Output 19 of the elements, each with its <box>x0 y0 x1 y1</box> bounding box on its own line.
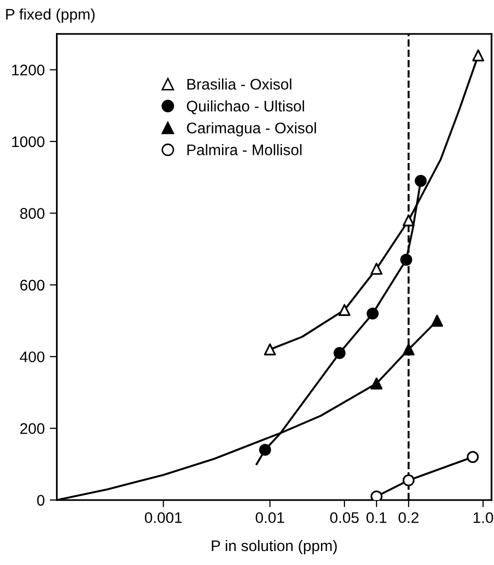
y-tick-label: 1200 <box>12 64 44 76</box>
y-tick-label: 800 <box>20 208 44 219</box>
legend-label: Carimagua - Oxisol <box>186 122 316 136</box>
x-tick-label: 1.0 <box>474 512 494 524</box>
x-tick-label: 0.05 <box>330 512 359 524</box>
y-tick-label: 1000 <box>12 136 44 148</box>
x-axis-title: P in solution (ppm) <box>212 540 337 554</box>
y-tick-label: 600 <box>20 280 44 291</box>
y-tick-label: 400 <box>20 351 44 362</box>
y-tick-label: 0 <box>37 494 44 506</box>
legend-label: Palmira - Mollisol <box>187 144 302 156</box>
y-tick-label: 200 <box>20 423 44 434</box>
x-tick-label: 0.1 <box>366 512 386 524</box>
x-tick-label: 0.01 <box>256 512 284 524</box>
x-tick-label: 0.001 <box>144 512 182 524</box>
x-tick-label: 0.2 <box>398 512 418 524</box>
legend-label: Quilichao - Ultisol <box>186 100 304 114</box>
legend-label: Brasilia - Oxisol <box>187 78 292 90</box>
y-axis-title: P fixed (ppm) <box>6 8 95 23</box>
